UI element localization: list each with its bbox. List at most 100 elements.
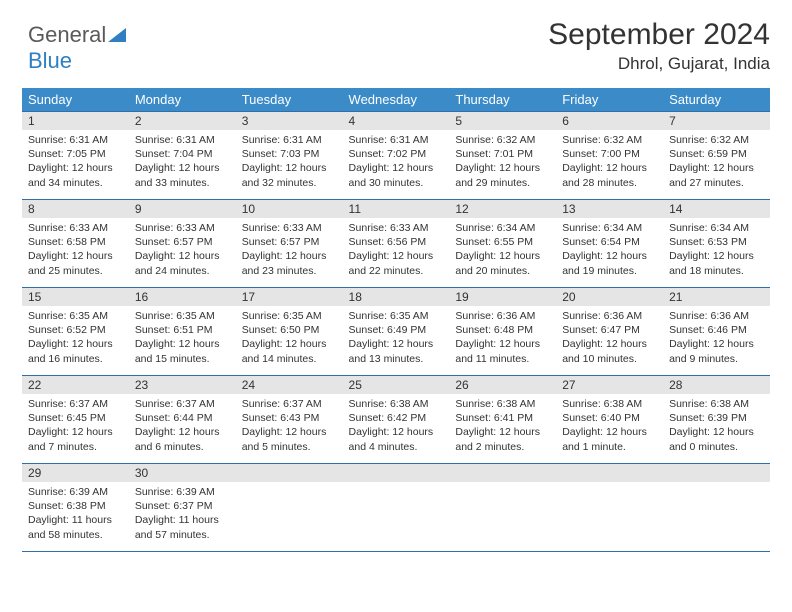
daylight-text: Daylight: 12 hours and 14 minutes.: [242, 337, 337, 365]
calendar-day-cell: 12Sunrise: 6:34 AMSunset: 6:55 PMDayligh…: [449, 200, 556, 288]
calendar-day-cell: 15Sunrise: 6:35 AMSunset: 6:52 PMDayligh…: [22, 288, 129, 376]
calendar-week-row: 15Sunrise: 6:35 AMSunset: 6:52 PMDayligh…: [22, 288, 770, 376]
calendar-day-cell: .: [236, 464, 343, 552]
sunset-text: Sunset: 7:00 PM: [562, 147, 657, 161]
day-details: Sunrise: 6:34 AMSunset: 6:55 PMDaylight:…: [449, 218, 556, 283]
day-details: Sunrise: 6:31 AMSunset: 7:02 PMDaylight:…: [343, 130, 450, 195]
sunset-text: Sunset: 7:04 PM: [135, 147, 230, 161]
daylight-text: Daylight: 12 hours and 19 minutes.: [562, 249, 657, 277]
sunrise-text: Sunrise: 6:35 AM: [28, 309, 123, 323]
calendar-day-cell: 9Sunrise: 6:33 AMSunset: 6:57 PMDaylight…: [129, 200, 236, 288]
day-number: 8: [22, 200, 129, 218]
calendar-day-cell: 16Sunrise: 6:35 AMSunset: 6:51 PMDayligh…: [129, 288, 236, 376]
day-number: 15: [22, 288, 129, 306]
day-details: Sunrise: 6:36 AMSunset: 6:48 PMDaylight:…: [449, 306, 556, 371]
sunset-text: Sunset: 6:57 PM: [135, 235, 230, 249]
calendar-day-cell: 8Sunrise: 6:33 AMSunset: 6:58 PMDaylight…: [22, 200, 129, 288]
sunset-text: Sunset: 6:53 PM: [669, 235, 764, 249]
sunset-text: Sunset: 6:45 PM: [28, 411, 123, 425]
sunrise-text: Sunrise: 6:36 AM: [455, 309, 550, 323]
sunrise-text: Sunrise: 6:31 AM: [242, 133, 337, 147]
day-number: 22: [22, 376, 129, 394]
daylight-text: Daylight: 12 hours and 30 minutes.: [349, 161, 444, 189]
sunrise-text: Sunrise: 6:39 AM: [135, 485, 230, 499]
day-details: Sunrise: 6:38 AMSunset: 6:39 PMDaylight:…: [663, 394, 770, 459]
weekday-header: Tuesday: [236, 88, 343, 112]
daylight-text: Daylight: 11 hours and 58 minutes.: [28, 513, 123, 541]
calendar-day-cell: 10Sunrise: 6:33 AMSunset: 6:57 PMDayligh…: [236, 200, 343, 288]
sunset-text: Sunset: 6:56 PM: [349, 235, 444, 249]
month-title: September 2024: [22, 18, 770, 52]
daylight-text: Daylight: 12 hours and 9 minutes.: [669, 337, 764, 365]
sunset-text: Sunset: 6:42 PM: [349, 411, 444, 425]
calendar-day-cell: 23Sunrise: 6:37 AMSunset: 6:44 PMDayligh…: [129, 376, 236, 464]
sunrise-text: Sunrise: 6:31 AM: [135, 133, 230, 147]
calendar-day-cell: 21Sunrise: 6:36 AMSunset: 6:46 PMDayligh…: [663, 288, 770, 376]
sunrise-text: Sunrise: 6:36 AM: [669, 309, 764, 323]
sunrise-text: Sunrise: 6:37 AM: [242, 397, 337, 411]
day-details: Sunrise: 6:37 AMSunset: 6:43 PMDaylight:…: [236, 394, 343, 459]
calendar-day-cell: .: [556, 464, 663, 552]
logo-text-1: General: [28, 22, 106, 47]
sunrise-text: Sunrise: 6:31 AM: [28, 133, 123, 147]
calendar-day-cell: 14Sunrise: 6:34 AMSunset: 6:53 PMDayligh…: [663, 200, 770, 288]
sunrise-text: Sunrise: 6:38 AM: [455, 397, 550, 411]
sunrise-text: Sunrise: 6:37 AM: [135, 397, 230, 411]
calendar-day-cell: 22 Sunrise: 6:37 AMSunset: 6:45 PMDayligh…: [22, 376, 129, 464]
calendar-head: SundayMondayTuesdayWednesdayThursdayFrid…: [22, 88, 770, 112]
day-number: 16: [129, 288, 236, 306]
day-number: 11: [343, 200, 450, 218]
calendar-table: SundayMondayTuesdayWednesdayThursdayFrid…: [22, 88, 770, 552]
daylight-text: Daylight: 12 hours and 0 minutes.: [669, 425, 764, 453]
sunset-text: Sunset: 6:40 PM: [562, 411, 657, 425]
daylight-text: Daylight: 12 hours and 7 minutes.: [28, 425, 123, 453]
day-number: 26: [449, 376, 556, 394]
calendar-day-cell: 30Sunrise: 6:39 AMSunset: 6:37 PMDayligh…: [129, 464, 236, 552]
day-number: 13: [556, 200, 663, 218]
weekday-header: Wednesday: [343, 88, 450, 112]
sunset-text: Sunset: 6:48 PM: [455, 323, 550, 337]
calendar-day-cell: 24Sunrise: 6:37 AMSunset: 6:43 PMDayligh…: [236, 376, 343, 464]
calendar-day-cell: 28Sunrise: 6:38 AMSunset: 6:39 PMDayligh…: [663, 376, 770, 464]
daylight-text: Daylight: 12 hours and 13 minutes.: [349, 337, 444, 365]
day-number: 17: [236, 288, 343, 306]
calendar-day-cell: .: [663, 464, 770, 552]
sunset-text: Sunset: 6:58 PM: [28, 235, 123, 249]
daylight-text: Daylight: 12 hours and 18 minutes.: [669, 249, 764, 277]
daylight-text: Daylight: 12 hours and 15 minutes.: [135, 337, 230, 365]
day-details: Sunrise: 6:33 AMSunset: 6:57 PMDaylight:…: [236, 218, 343, 283]
daylight-text: Daylight: 12 hours and 24 minutes.: [135, 249, 230, 277]
day-details: Sunrise: 6:32 AMSunset: 6:59 PMDaylight:…: [663, 130, 770, 195]
sunrise-text: Sunrise: 6:33 AM: [349, 221, 444, 235]
daylight-text: Daylight: 12 hours and 33 minutes.: [135, 161, 230, 189]
calendar-day-cell: 18Sunrise: 6:35 AMSunset: 6:49 PMDayligh…: [343, 288, 450, 376]
calendar-week-row: 8Sunrise: 6:33 AMSunset: 6:58 PMDaylight…: [22, 200, 770, 288]
daylight-text: Daylight: 12 hours and 25 minutes.: [28, 249, 123, 277]
calendar-day-cell: 29Sunrise: 6:39 AMSunset: 6:38 PMDayligh…: [22, 464, 129, 552]
day-number: 27: [556, 376, 663, 394]
sunset-text: Sunset: 6:46 PM: [669, 323, 764, 337]
sunset-text: Sunset: 7:01 PM: [455, 147, 550, 161]
sunrise-text: Sunrise: 6:38 AM: [562, 397, 657, 411]
calendar-day-cell: .: [449, 464, 556, 552]
sunset-text: Sunset: 6:43 PM: [242, 411, 337, 425]
day-number: 20: [556, 288, 663, 306]
day-details: Sunrise: 6:34 AMSunset: 6:53 PMDaylight:…: [663, 218, 770, 283]
calendar-day-cell: 13Sunrise: 6:34 AMSunset: 6:54 PMDayligh…: [556, 200, 663, 288]
sunrise-text: Sunrise: 6:35 AM: [135, 309, 230, 323]
sunrise-text: Sunrise: 6:32 AM: [562, 133, 657, 147]
sunset-text: Sunset: 6:44 PM: [135, 411, 230, 425]
day-number: 25: [343, 376, 450, 394]
logo-text-2: Blue: [28, 48, 72, 73]
sunset-text: Sunset: 6:50 PM: [242, 323, 337, 337]
day-number: 6: [556, 112, 663, 130]
daylight-text: Daylight: 12 hours and 34 minutes.: [28, 161, 123, 189]
sunrise-text: Sunrise: 6:37 AM: [28, 397, 123, 411]
sunset-text: Sunset: 6:52 PM: [28, 323, 123, 337]
day-number: 5: [449, 112, 556, 130]
day-details: Sunrise: 6:31 AMSunset: 7:03 PMDaylight:…: [236, 130, 343, 195]
calendar-week-row: 1Sunrise: 6:31 AMSunset: 7:05 PMDaylight…: [22, 112, 770, 200]
calendar-week-row: 29Sunrise: 6:39 AMSunset: 6:38 PMDayligh…: [22, 464, 770, 552]
daylight-text: Daylight: 12 hours and 6 minutes.: [135, 425, 230, 453]
day-number: 30: [129, 464, 236, 482]
